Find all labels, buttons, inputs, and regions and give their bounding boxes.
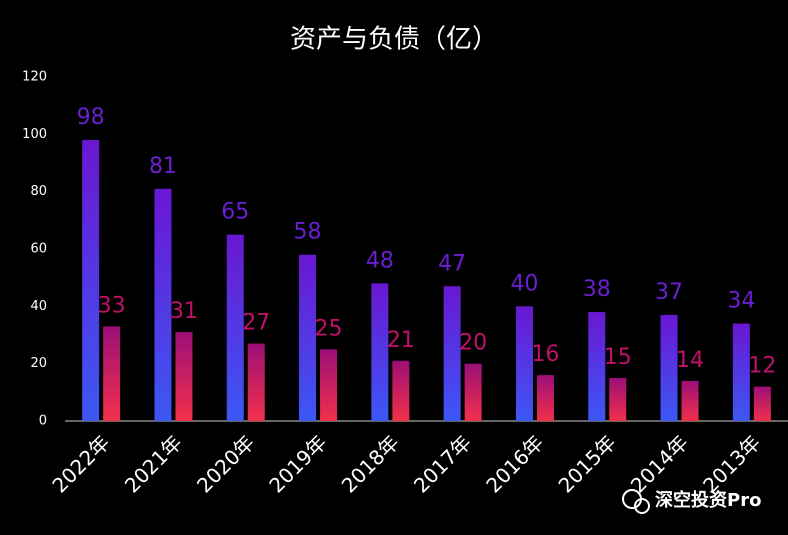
bar xyxy=(175,332,193,421)
y-tick-label: 40 xyxy=(30,299,47,314)
data-label: 31 xyxy=(170,299,198,324)
bar xyxy=(609,378,627,421)
bar xyxy=(443,286,461,421)
bar xyxy=(371,283,389,421)
watermark: 深空投资Pro xyxy=(655,489,761,511)
data-label: 98 xyxy=(77,105,105,130)
bar xyxy=(392,360,410,421)
data-label: 47 xyxy=(438,251,466,276)
bar xyxy=(103,326,121,421)
data-label: 16 xyxy=(531,342,559,367)
data-label: 12 xyxy=(748,354,776,379)
y-tick-label: 80 xyxy=(30,184,47,199)
data-label: 81 xyxy=(149,154,177,179)
data-label: 37 xyxy=(655,280,683,305)
data-label: 20 xyxy=(459,331,487,356)
bar xyxy=(154,188,172,421)
y-tick-label: 100 xyxy=(22,127,47,142)
bar xyxy=(681,380,699,421)
data-label: 25 xyxy=(315,316,343,341)
data-label: 58 xyxy=(294,220,322,245)
bar xyxy=(464,363,482,421)
bar xyxy=(82,140,100,422)
y-tick-label: 20 xyxy=(30,356,47,371)
data-label: 38 xyxy=(583,277,611,302)
data-label: 34 xyxy=(727,289,755,314)
bar xyxy=(732,323,750,421)
bar xyxy=(320,349,338,421)
bar xyxy=(536,375,554,421)
bar xyxy=(515,306,533,421)
y-tick-label: 0 xyxy=(39,414,47,429)
bar xyxy=(753,386,771,421)
chart-title: 资产与负债（亿） xyxy=(290,25,498,55)
y-tick-label: 60 xyxy=(30,242,47,257)
data-label: 48 xyxy=(366,248,394,273)
data-label: 27 xyxy=(242,311,270,336)
bar xyxy=(660,314,678,421)
bar xyxy=(299,254,317,421)
data-label: 40 xyxy=(510,271,538,296)
data-label: 65 xyxy=(221,200,249,225)
bar xyxy=(247,343,265,421)
data-label: 33 xyxy=(98,293,126,318)
data-label: 15 xyxy=(604,345,632,370)
watermark-icon xyxy=(622,489,650,514)
y-tick-label: 120 xyxy=(22,70,47,85)
bar xyxy=(226,234,244,421)
data-label: 14 xyxy=(676,348,704,373)
bar xyxy=(588,312,606,421)
data-label: 21 xyxy=(387,328,415,353)
